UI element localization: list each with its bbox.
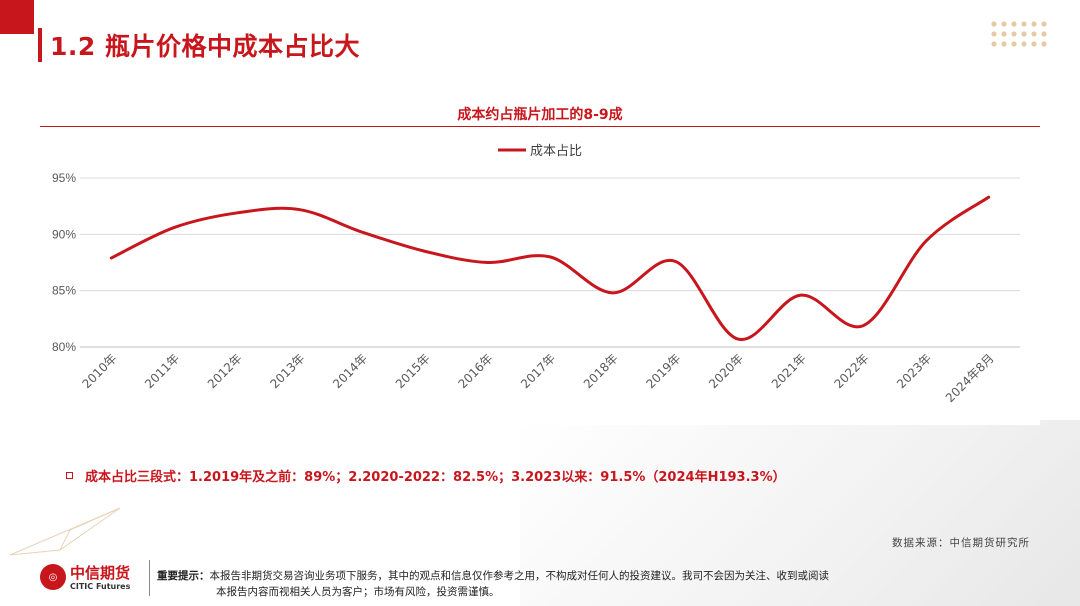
- x-tick-label: 2018年: [581, 351, 621, 391]
- footer-divider: [149, 560, 150, 596]
- x-tick-label: 2010年: [79, 351, 119, 391]
- disclaimer: 重要提示：本报告非期货交易咨询业务项下服务，其中的观点和信息仅作参考之用，不构成…: [157, 568, 829, 600]
- x-tick-label: 2017年: [518, 351, 558, 391]
- y-tick-label: 85%: [52, 284, 76, 298]
- disclaimer-line-1: 本报告非期货交易咨询业务项下服务，其中的观点和信息仅作参考之用，不构成对任何人的…: [209, 570, 830, 582]
- x-tick-label: 2020年: [706, 351, 746, 391]
- footer: ◎ 中信期货 CITIC Futures 重要提示：本报告非期货交易咨询业务项下…: [0, 556, 1080, 606]
- summary-text: 成本占比三段式：1.2019年及之前：89%；2.2020-2022：82.5%…: [66, 466, 786, 485]
- x-tick-label: 2012年: [205, 351, 245, 391]
- corner-accent: [0, 0, 34, 34]
- logo-mark-icon: ◎: [40, 564, 66, 590]
- paper-plane-icon: [9, 507, 121, 556]
- x-tick-label: 2022年: [831, 351, 871, 391]
- series-line: [109, 195, 991, 341]
- y-tick-label: 90%: [52, 227, 76, 241]
- line-chart: 80% 85% 90% 95% 2010年 2011年 2012年 2013年 2014年 201…: [52, 144, 1020, 405]
- disclaimer-label: 重要提示：: [157, 570, 210, 582]
- data-source: 数据来源：中信期货研究所: [892, 537, 1030, 549]
- chart-panel: 成本约占瓶片加工的8-9成 80% 85% 90% 95% 2010年 2011年 2012…: [40, 98, 1040, 425]
- x-tick-label: 2013年: [267, 351, 307, 391]
- logo-name-cn: 中信期货: [70, 564, 131, 582]
- legend-label: 成本占比: [530, 144, 582, 159]
- y-tick-label: 95%: [52, 171, 76, 185]
- x-tick-label: 2014年: [330, 351, 370, 391]
- summary-label: 成本占比三段式：1.2019年及之前：89%；2.2020-2022：82.5%…: [85, 470, 786, 485]
- x-tick-label: 2016年: [455, 351, 495, 391]
- chart-title-rule: [40, 126, 1040, 127]
- x-tick-label: 2015年: [393, 351, 433, 391]
- x-tick-label: 2011年: [142, 351, 182, 391]
- chart-title: 成本约占瓶片加工的8-9成: [457, 107, 623, 123]
- background-shade: [520, 420, 1080, 606]
- decorative-dots-icon: [991, 21, 1047, 47]
- x-tick-label: 2019年: [643, 351, 683, 391]
- disclaimer-line-2: 本报告内容而视相关人员为客户；市场有风险，投资需谨慎。: [216, 586, 500, 598]
- x-tick-label: 2024年8月: [943, 351, 997, 405]
- x-tick-label: 2023年: [894, 351, 934, 391]
- title-accent-bar: [38, 28, 42, 62]
- bullet-icon: [66, 472, 73, 479]
- y-tick-label: 80%: [52, 340, 76, 354]
- company-logo: ◎ 中信期货 CITIC Futures: [40, 562, 150, 598]
- page-title: 1.2 瓶片价格中成本占比大: [50, 32, 360, 61]
- logo-name-en: CITIC Futures: [70, 582, 131, 591]
- x-tick-label: 2021年: [769, 351, 809, 391]
